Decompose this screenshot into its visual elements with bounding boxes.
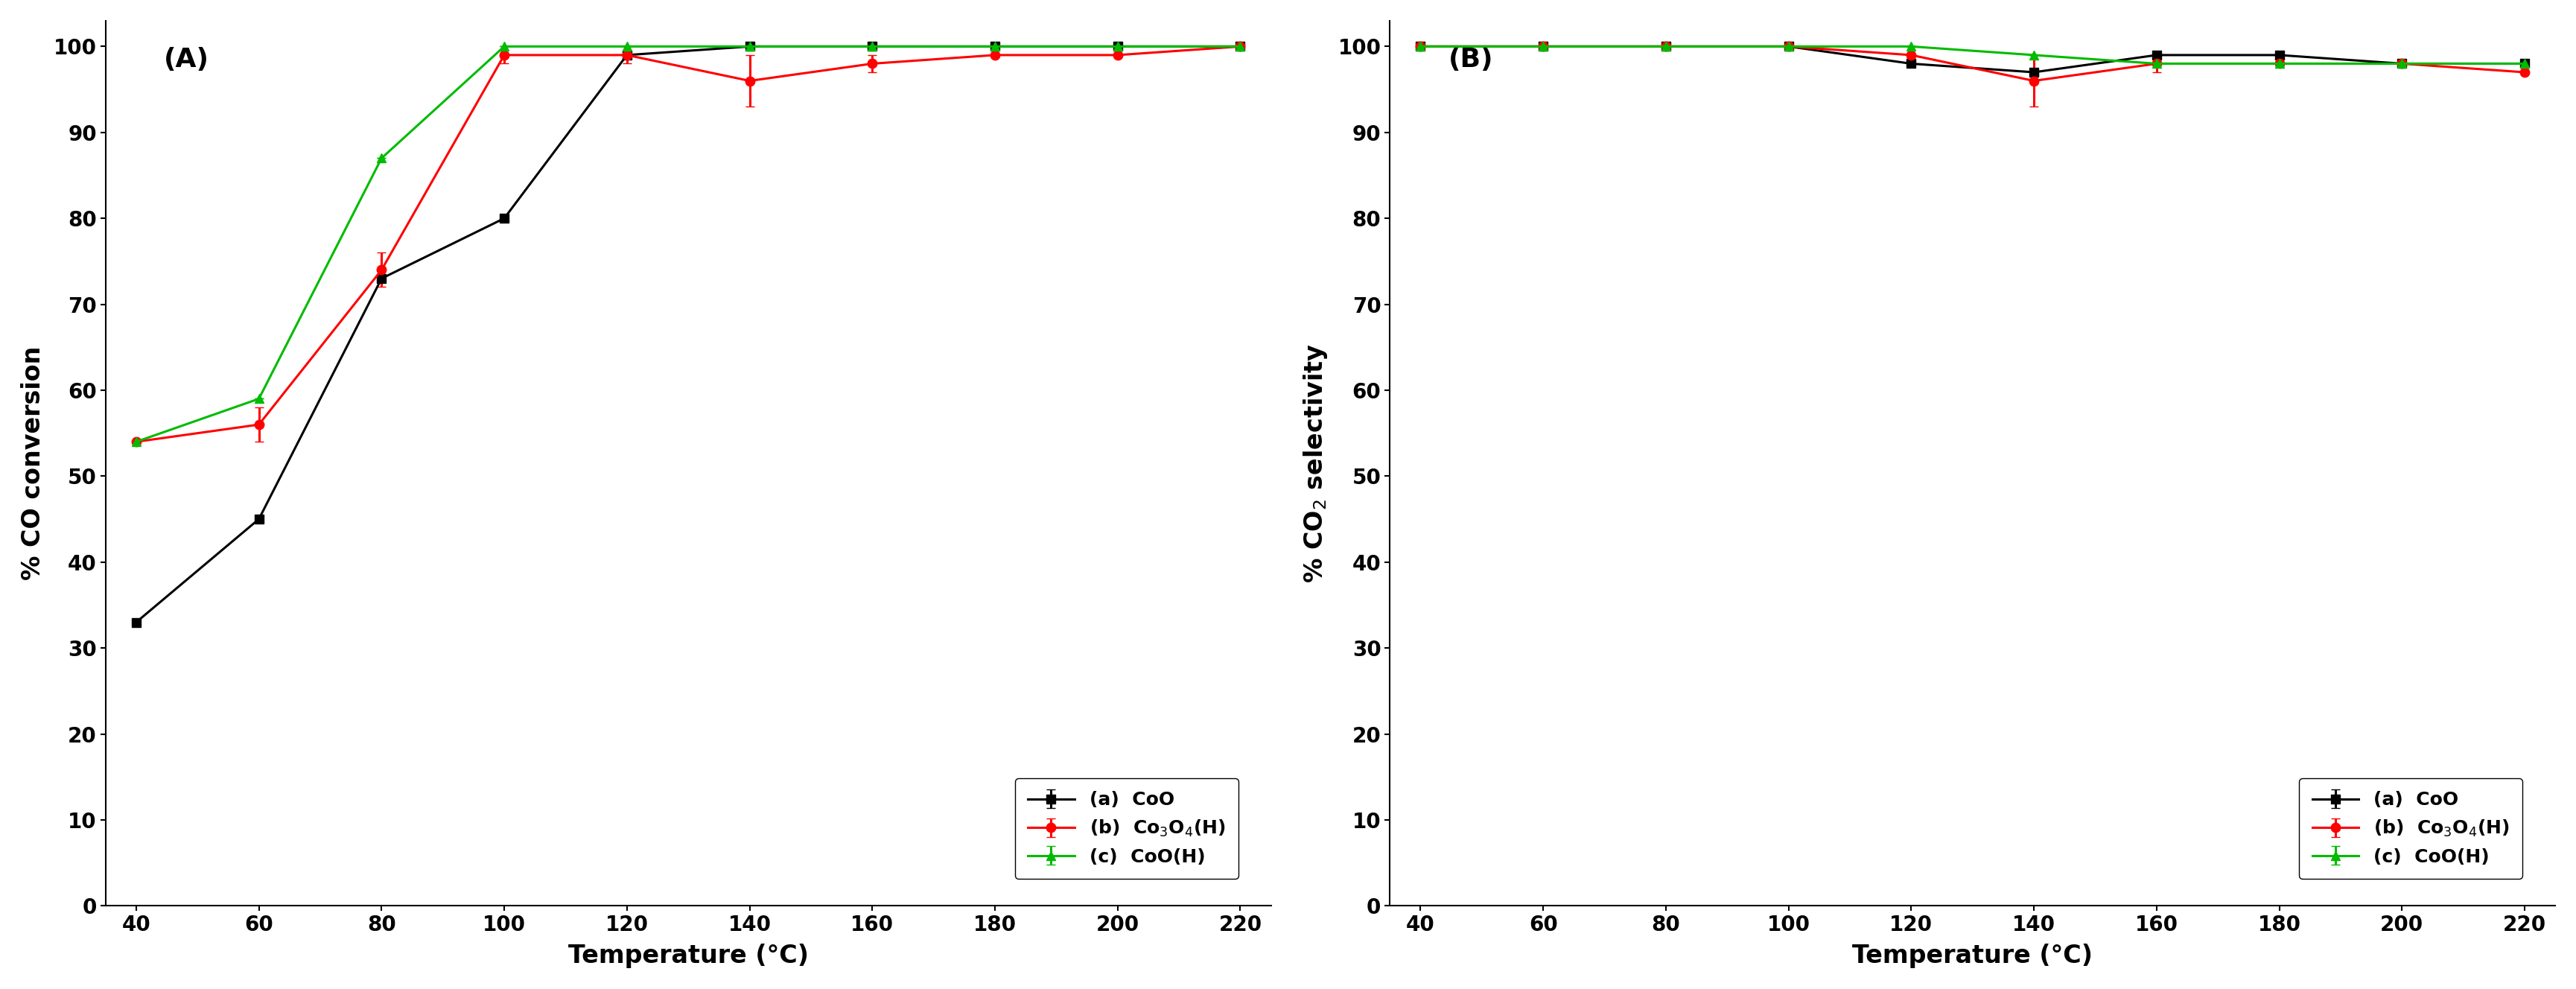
X-axis label: Temperature (°C): Temperature (°C) <box>567 944 809 968</box>
Y-axis label: % CO$_2$ selectivity: % CO$_2$ selectivity <box>1301 343 1329 584</box>
X-axis label: Temperature (°C): Temperature (°C) <box>1852 944 2092 968</box>
Text: (A): (A) <box>165 47 209 72</box>
Y-axis label: % CO conversion: % CO conversion <box>21 346 46 581</box>
Text: (B): (B) <box>1448 47 1494 72</box>
Legend: (a)  CoO, (b)  Co$_3$O$_4$(H), (c)  CoO(H): (a) CoO, (b) Co$_3$O$_4$(H), (c) CoO(H) <box>2300 778 2522 879</box>
Legend: (a)  CoO, (b)  Co$_3$O$_4$(H), (c)  CoO(H): (a) CoO, (b) Co$_3$O$_4$(H), (c) CoO(H) <box>1015 778 1239 879</box>
